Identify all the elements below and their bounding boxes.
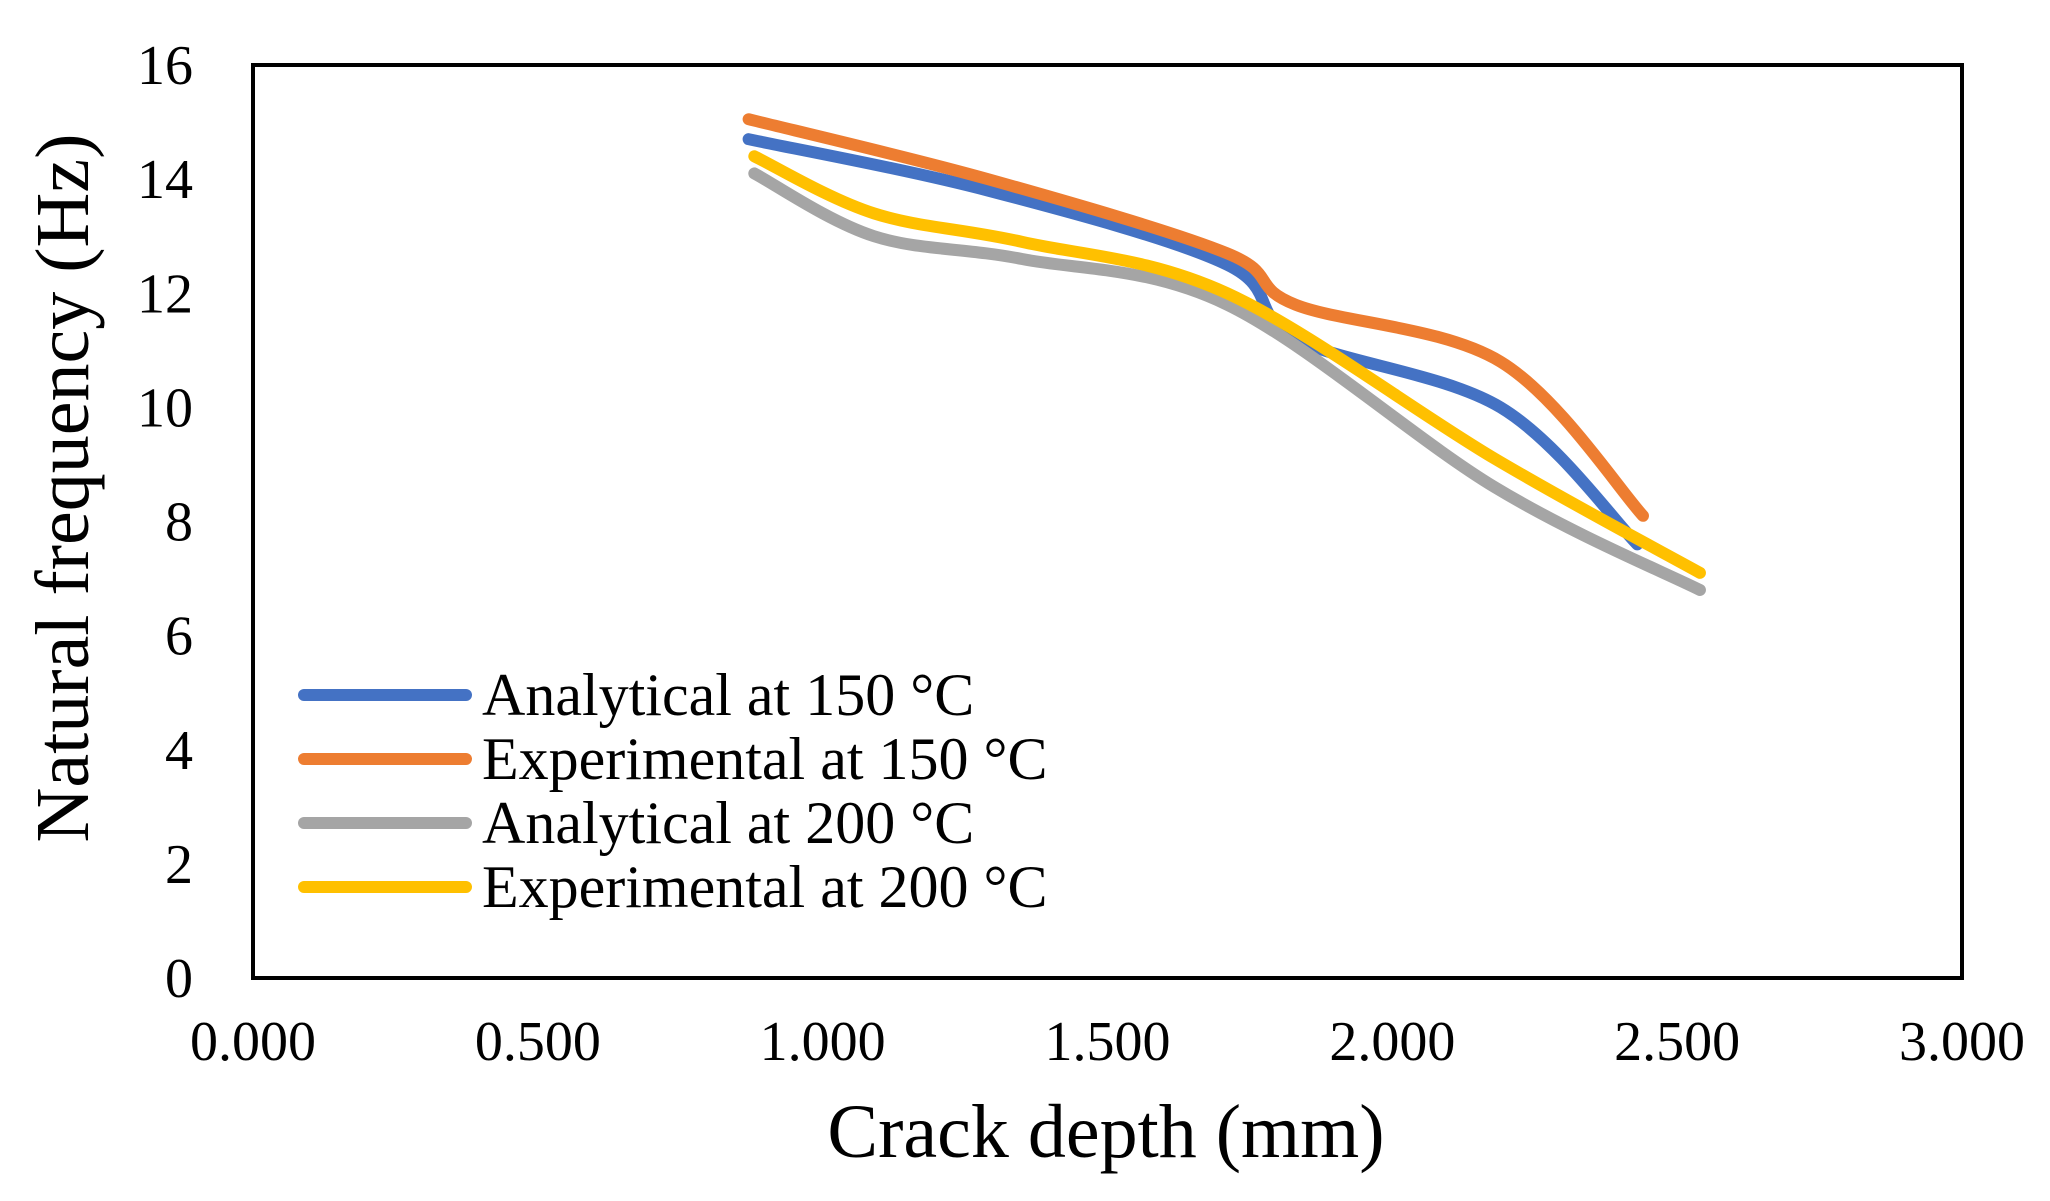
x-axis-ticks: 0.000 0.500 1.000 1.500 2.000 2.500 3.000	[190, 1011, 2025, 1073]
x-tick-label: 1.500	[1045, 1011, 1171, 1073]
x-tick-label: 2.500	[1614, 1011, 1740, 1073]
y-tick-label: 10	[137, 377, 193, 439]
x-tick-label: 0.500	[475, 1011, 601, 1073]
series-line-analytical-at-150-c	[742, 133, 1644, 551]
y-tick-label: 4	[165, 720, 193, 782]
legend-label: Experimental at 150 °C	[482, 726, 1048, 792]
series-line-experimental-at-200-c	[748, 150, 1706, 579]
x-tick-label: 1.000	[760, 1011, 886, 1073]
y-axis-ticks: 0 2 4 6 8 10 12 14 16	[137, 35, 193, 1010]
series-line-experimental-at-150-c	[742, 113, 1649, 522]
series-line-analytical-at-200-c	[748, 167, 1706, 596]
x-tick-label: 3.000	[1899, 1011, 2025, 1073]
series-layer	[742, 113, 1706, 596]
y-tick-label: 14	[137, 149, 193, 211]
y-tick-label: 6	[165, 606, 193, 668]
legend-label: Analytical at 200 °C	[482, 790, 974, 856]
x-tick-label: 0.000	[190, 1011, 316, 1073]
legend-label: Experimental at 200 °C	[482, 854, 1048, 920]
y-axis-title: Natural frequency (Hz)	[21, 134, 105, 843]
y-tick-label: 12	[137, 263, 193, 325]
y-tick-label: 0	[165, 948, 193, 1010]
legend-label: Analytical at 150 °C	[482, 662, 974, 728]
y-tick-label: 8	[165, 492, 193, 554]
x-axis-title: Crack depth (mm)	[827, 1090, 1384, 1174]
y-tick-label: 16	[137, 35, 193, 97]
y-tick-label: 2	[165, 834, 193, 896]
plot-area-frame	[251, 63, 1964, 980]
x-tick-label: 2.000	[1329, 1011, 1455, 1073]
